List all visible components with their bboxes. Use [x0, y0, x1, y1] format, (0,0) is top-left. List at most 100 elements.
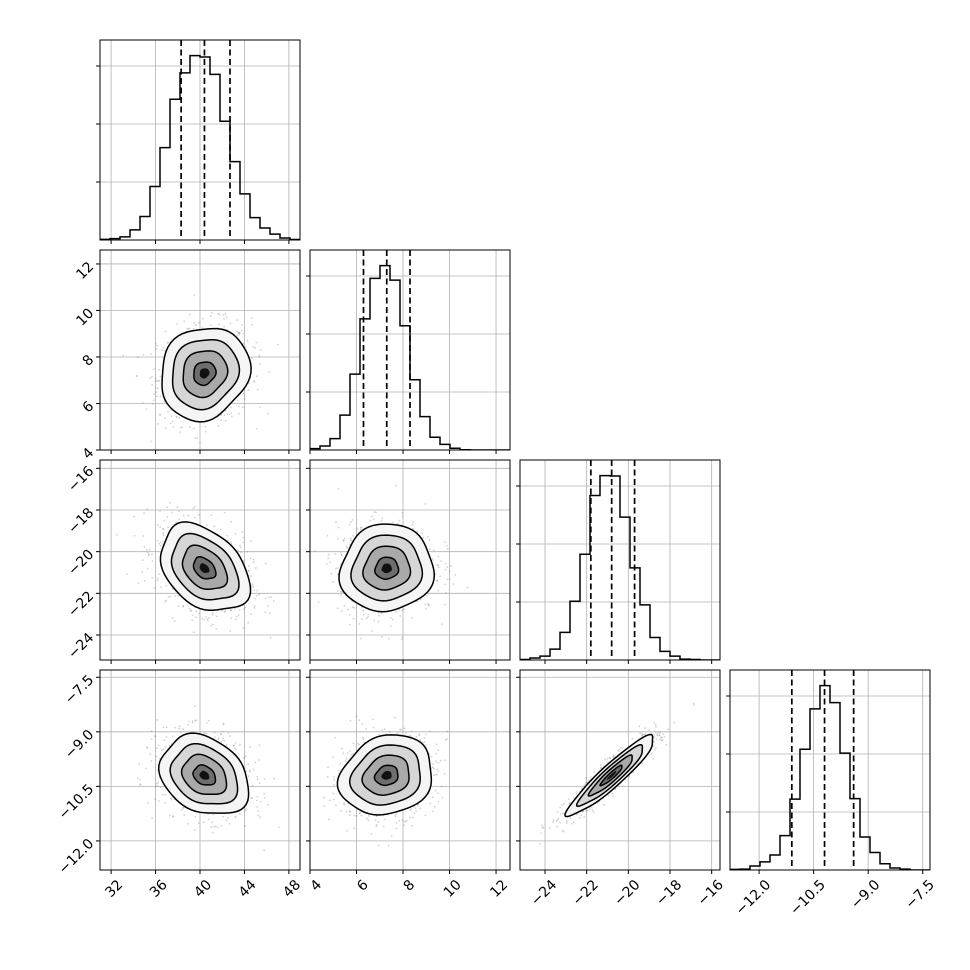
sample-point [542, 826, 545, 829]
sample-point [240, 329, 243, 332]
sample-point [177, 594, 180, 597]
sample-point [241, 531, 244, 533]
sample-point [157, 744, 160, 747]
sample-point [192, 507, 195, 510]
sample-point [592, 811, 595, 814]
sample-point [342, 752, 345, 755]
sample-point [154, 387, 157, 389]
sample-point [562, 830, 565, 833]
sample-point [353, 827, 356, 830]
sample-point [349, 810, 352, 813]
sample-point [227, 732, 230, 734]
scatter-panel-2-4 [310, 670, 510, 870]
sample-point [230, 541, 232, 544]
sample-point [390, 834, 393, 837]
sample-point [429, 548, 431, 551]
sample-point [365, 728, 368, 730]
scatter-panel-1-3 [100, 460, 300, 660]
sample-point [236, 319, 239, 321]
sample-point [424, 733, 427, 736]
sample-point [259, 816, 262, 819]
sample-point [191, 614, 194, 617]
sample-point [618, 749, 620, 751]
sample-point [416, 804, 419, 807]
sample-point [256, 776, 259, 778]
histogram-step-line [520, 474, 720, 660]
sample-point [223, 317, 225, 320]
sample-point [207, 719, 210, 722]
sample-point [314, 550, 316, 553]
sample-point [247, 570, 250, 572]
sample-point [264, 597, 267, 600]
sample-point [394, 815, 397, 817]
sample-point [224, 313, 227, 316]
sample-point [244, 606, 247, 609]
sample-point [162, 528, 165, 531]
sample-point [412, 527, 415, 530]
sample-point [230, 520, 233, 523]
sample-point [164, 330, 167, 333]
sample-point [186, 822, 189, 825]
sample-point [165, 584, 168, 587]
sample-point [373, 619, 376, 622]
sample-point [343, 537, 346, 540]
sample-point [177, 605, 180, 608]
sample-point [220, 733, 222, 736]
sample-point [400, 728, 402, 731]
sample-point [431, 796, 434, 799]
sample-point [648, 729, 650, 731]
x-tick-label: 6 [354, 877, 372, 895]
sample-point [367, 615, 369, 618]
sample-point [423, 737, 426, 740]
sample-point [362, 610, 364, 612]
x-tick-label: 40 [191, 877, 215, 901]
sample-point [248, 565, 250, 567]
sample-point [193, 705, 196, 708]
sample-point [158, 800, 160, 803]
sample-point [614, 788, 616, 791]
sample-point [156, 719, 159, 721]
sample-point [211, 831, 214, 834]
sample-point [158, 542, 161, 545]
sample-point [440, 785, 443, 788]
sample-point [583, 784, 586, 787]
sample-point [156, 387, 159, 390]
sample-point [397, 608, 400, 611]
sample-point [149, 377, 152, 379]
sample-point [658, 734, 661, 736]
sample-point [673, 721, 676, 724]
sample-point [191, 720, 194, 722]
sample-point [264, 796, 266, 799]
sample-point [692, 702, 695, 705]
sample-point [154, 377, 157, 380]
sample-point [403, 727, 406, 730]
sample-point [654, 746, 657, 749]
sample-point [326, 534, 329, 537]
sample-point [424, 503, 427, 505]
sample-point [346, 829, 349, 832]
sample-point [158, 368, 160, 371]
sample-point [136, 777, 139, 780]
sample-point [445, 544, 448, 547]
sample-point [402, 608, 405, 611]
sample-point [348, 613, 351, 616]
sample-point [164, 417, 166, 420]
contour-line [180, 753, 228, 796]
sample-point [444, 739, 447, 741]
sample-point [562, 812, 564, 815]
sample-point [240, 324, 243, 326]
sample-point [250, 317, 253, 320]
scatter-points [314, 484, 469, 641]
sample-point [238, 743, 241, 746]
sample-point [541, 826, 544, 829]
y-tick-label: −10.5 [56, 781, 98, 823]
sample-point [358, 622, 361, 625]
sample-point [381, 729, 383, 731]
sample-point [389, 616, 392, 619]
sample-point [255, 567, 257, 569]
sample-point [350, 539, 353, 542]
sample-point [264, 611, 267, 614]
sample-point [215, 825, 217, 827]
sample-point [565, 820, 568, 822]
sample-point [337, 769, 340, 772]
